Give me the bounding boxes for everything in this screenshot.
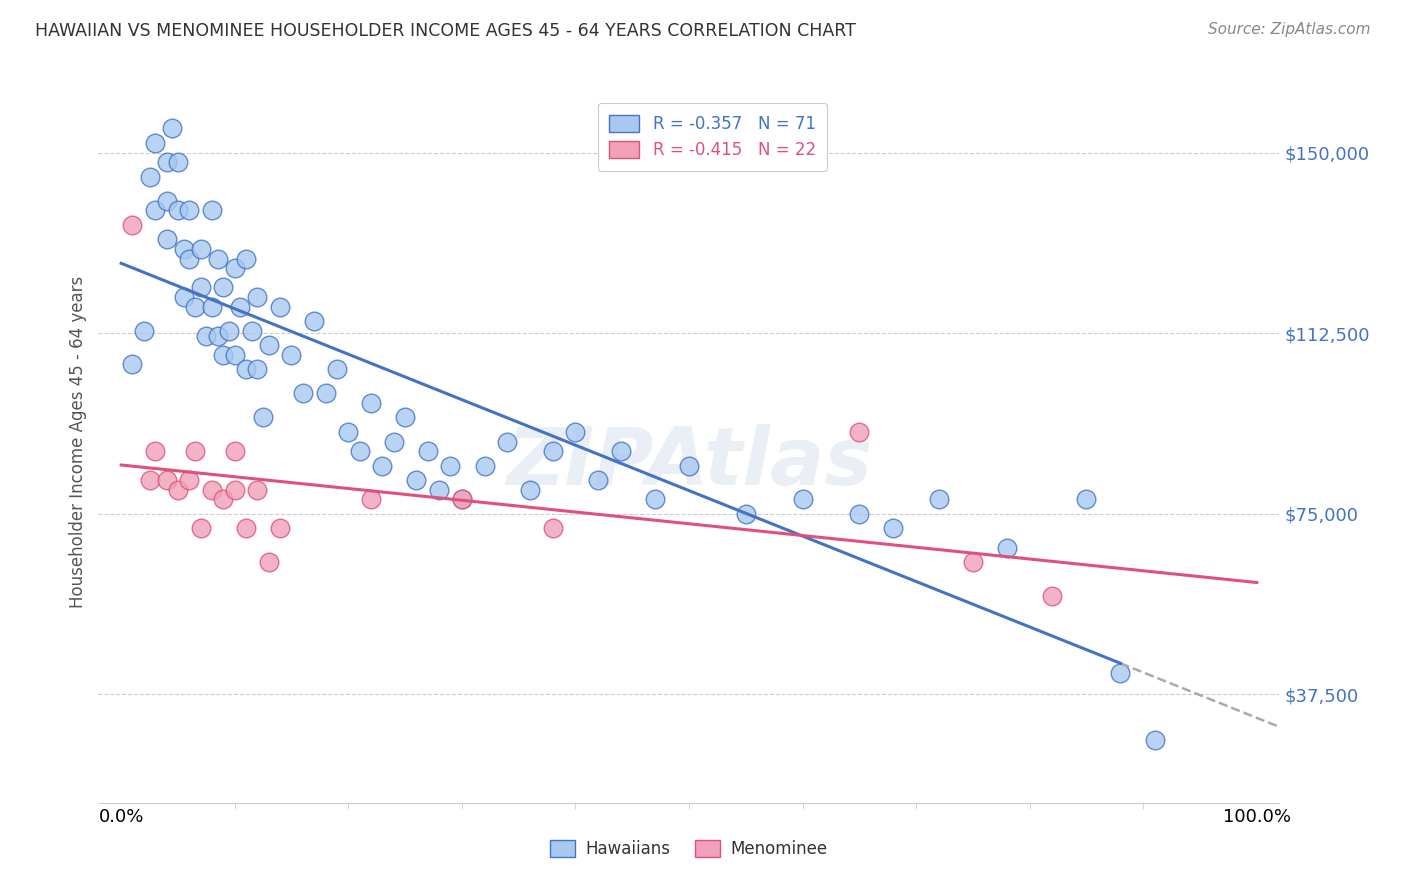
Point [235, 521, 257, 535]
Point [155, 232, 177, 246]
Point [382, 434, 405, 449]
Point [349, 444, 371, 458]
Point [678, 458, 700, 473]
Point [644, 492, 666, 507]
Point [195, 328, 218, 343]
Point [155, 473, 177, 487]
Point [439, 458, 461, 473]
Point [162, 121, 183, 136]
Point [586, 473, 609, 487]
Point [427, 483, 450, 497]
Point [246, 483, 269, 497]
Point [201, 300, 224, 314]
Point [995, 541, 1018, 555]
Point [360, 396, 382, 410]
Point [519, 483, 541, 497]
Point [212, 280, 235, 294]
Point [1143, 733, 1166, 747]
Point [121, 358, 143, 372]
Legend: Hawaiians, Menominee: Hawaiians, Menominee [543, 832, 835, 867]
Point [224, 348, 246, 362]
Point [212, 492, 235, 507]
Point [179, 252, 201, 266]
Point [360, 492, 382, 507]
Point [173, 290, 195, 304]
Point [224, 261, 246, 276]
Point [190, 280, 212, 294]
Point [280, 348, 302, 362]
Point [179, 473, 201, 487]
Point [792, 492, 814, 507]
Point [734, 507, 756, 521]
Point [371, 458, 394, 473]
Point [224, 483, 246, 497]
Point [1076, 492, 1098, 507]
Point [224, 444, 246, 458]
Point [229, 300, 252, 314]
Point [143, 444, 166, 458]
Point [541, 521, 564, 535]
Point [1109, 665, 1132, 680]
Point [252, 410, 274, 425]
Point [212, 348, 235, 362]
Point [416, 444, 439, 458]
Point [496, 434, 519, 449]
Point [155, 194, 177, 208]
Point [184, 444, 207, 458]
Point [257, 555, 280, 569]
Text: Source: ZipAtlas.com: Source: ZipAtlas.com [1208, 22, 1371, 37]
Point [1040, 589, 1063, 603]
Point [143, 136, 166, 150]
Point [246, 362, 269, 376]
Point [394, 410, 416, 425]
Point [235, 362, 257, 376]
Point [235, 252, 257, 266]
Point [138, 169, 160, 184]
Point [257, 338, 280, 352]
Point [848, 425, 870, 439]
Point [474, 458, 496, 473]
Point [138, 473, 160, 487]
Point [337, 425, 360, 439]
Point [928, 492, 950, 507]
Point [201, 483, 224, 497]
Text: ZIPAtlas: ZIPAtlas [506, 425, 872, 502]
Point [564, 425, 586, 439]
Point [121, 218, 143, 232]
Point [302, 314, 325, 328]
Point [962, 555, 984, 569]
Point [143, 203, 166, 218]
Point [848, 507, 870, 521]
Text: HAWAIIAN VS MENOMINEE HOUSEHOLDER INCOME AGES 45 - 64 YEARS CORRELATION CHART: HAWAIIAN VS MENOMINEE HOUSEHOLDER INCOME… [35, 22, 856, 40]
Point [218, 324, 240, 338]
Point [315, 386, 337, 401]
Point [155, 155, 177, 169]
Point [405, 473, 427, 487]
Point [173, 242, 195, 256]
Point [882, 521, 904, 535]
Point [246, 290, 269, 304]
Point [207, 252, 229, 266]
Point [450, 492, 472, 507]
Point [610, 444, 633, 458]
Point [190, 521, 212, 535]
Point [269, 300, 291, 314]
Point [269, 521, 291, 535]
Point [184, 300, 207, 314]
Point [167, 483, 190, 497]
Point [201, 203, 224, 218]
Point [179, 203, 201, 218]
Y-axis label: Householder Income Ages 45 - 64 years: Householder Income Ages 45 - 64 years [69, 276, 87, 607]
Point [167, 203, 190, 218]
Point [190, 242, 212, 256]
Point [541, 444, 564, 458]
Point [326, 362, 349, 376]
Point [207, 328, 229, 343]
Point [240, 324, 263, 338]
Point [132, 324, 155, 338]
Point [291, 386, 314, 401]
Point [450, 492, 472, 507]
Point [167, 155, 190, 169]
